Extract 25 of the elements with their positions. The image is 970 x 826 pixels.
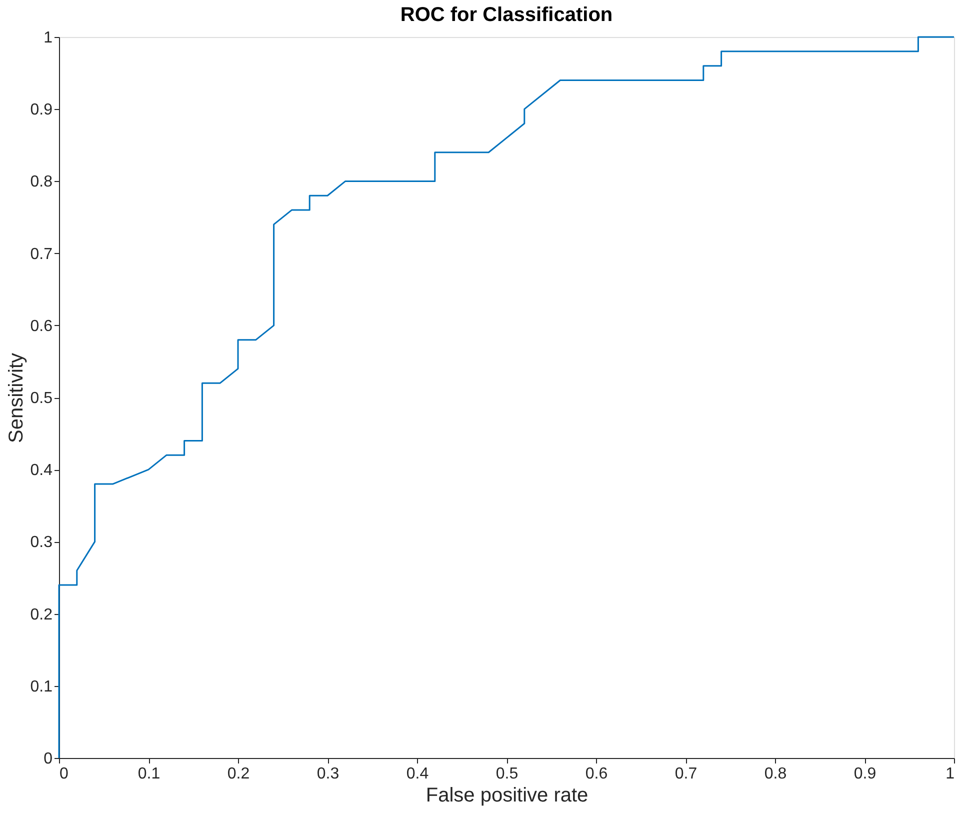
y-tick-label: 0.9	[30, 102, 53, 119]
y-tick-label: 0.5	[30, 390, 53, 407]
x-tick-label: 0.4	[406, 766, 429, 782]
y-tick-label: 1	[44, 30, 53, 46]
y-tick-label: 0.8	[30, 174, 53, 191]
x-tick-label: 0.9	[854, 766, 876, 782]
x-tick-label: 0.3	[316, 766, 340, 782]
y-tick-label: 0.6	[30, 318, 53, 335]
y-tick-label: 0.2	[30, 606, 53, 624]
y-tick-label: 0.7	[30, 246, 53, 263]
x-tick-label: 0.5	[496, 766, 518, 782]
y-tick-label: 0.3	[30, 534, 53, 552]
x-tick-label: 0.8	[764, 766, 787, 782]
y-tick-label: 0.1	[30, 678, 53, 696]
x-tick-label: 1	[946, 766, 955, 782]
x-tick-label: 0.1	[138, 766, 160, 782]
y-tick-label: 0.4	[30, 462, 53, 480]
x-tick-label: 0.2	[227, 766, 250, 782]
x-tick-label: 0.7	[674, 766, 698, 782]
y-tick-label: 0	[44, 750, 53, 768]
x-tick-label: 0	[60, 766, 68, 782]
x-axis-title: False positive rate	[426, 784, 588, 806]
y-axis-title: Sensitivity	[5, 352, 28, 444]
chart-title: ROC for Classification	[400, 4, 613, 26]
x-tick-label: 0.6	[585, 766, 608, 782]
